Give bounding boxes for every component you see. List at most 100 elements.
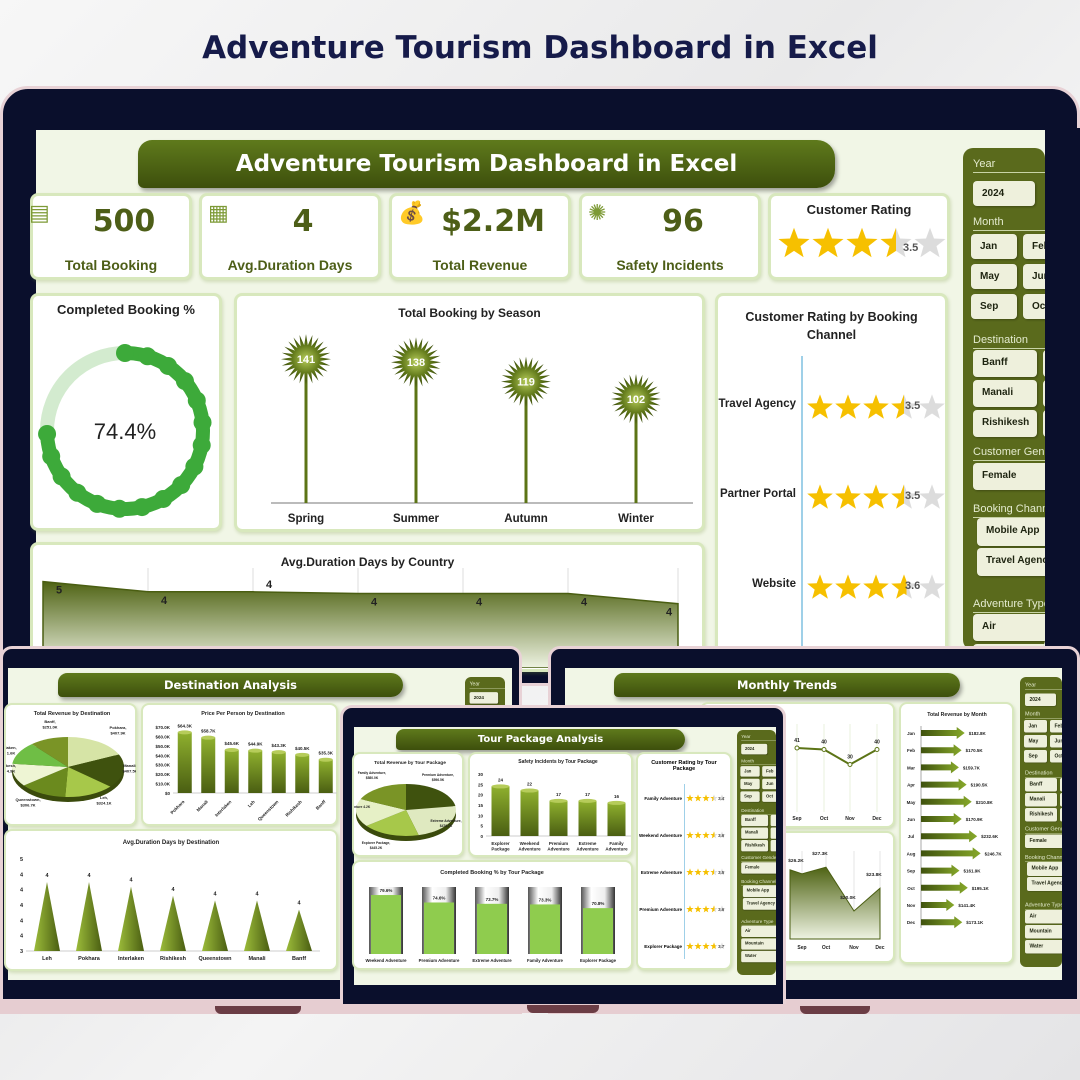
category-label: Sep <box>797 945 806 951</box>
rating-value: 3.6 <box>905 580 921 592</box>
slicer-item-banff[interactable]: Banff <box>973 350 1037 377</box>
slicer-item-mountain[interactable]: Mountain <box>741 938 776 950</box>
donut-value-label: 74.4% <box>94 419 156 444</box>
slicer-item-feb[interactable]: Feb <box>1023 234 1045 259</box>
slicer-item-sep[interactable]: Sep <box>1024 750 1047 763</box>
slicer-item-rishikesh[interactable]: Rishikesh <box>973 410 1037 437</box>
slicer-item-travel-agency[interactable]: Travel Agency <box>977 548 1045 576</box>
arrow-bar <box>921 744 962 757</box>
bar-cap <box>201 735 216 740</box>
data-label: 22 <box>527 782 533 787</box>
data-label: 79.6% <box>380 888 393 893</box>
star-icon <box>710 942 718 950</box>
donut-bead <box>185 457 204 476</box>
slicer-item-mountain[interactable]: Mountain <box>1025 925 1062 939</box>
bar-cap <box>295 752 310 757</box>
category-label: Manali <box>248 956 266 962</box>
slicer-item-manali[interactable]: Manali <box>973 380 1037 407</box>
data-label: 73.3% <box>539 897 552 902</box>
slicer-item-jun[interactable]: Jun <box>762 778 776 790</box>
slicer-item-air[interactable]: Air <box>741 925 776 938</box>
slicer-item-female[interactable]: Female <box>973 463 1045 490</box>
slicer-item-water[interactable]: Water <box>741 950 776 963</box>
data-label: 4 <box>45 873 49 879</box>
slicer-item-may[interactable]: May <box>740 778 760 790</box>
slicer-item-sep[interactable]: Sep <box>971 294 1017 319</box>
slice-label-line: $596.5K <box>432 778 445 782</box>
data-label: $246.7K <box>985 851 1003 856</box>
slicer-item-stub[interactable] <box>770 827 776 839</box>
star-icon <box>710 831 718 839</box>
slicer-item-rishikesh[interactable]: Rishikesh <box>1025 808 1057 822</box>
kpi-label: Total Revenue <box>432 257 528 273</box>
y-tick-label: 15 <box>478 803 484 808</box>
data-label: $20.0K <box>840 895 856 901</box>
star-icon <box>718 942 726 950</box>
slicer-item-female[interactable]: Female <box>741 862 776 874</box>
slicer-item-mobile-app[interactable]: Mobile App <box>742 885 776 898</box>
slice-label: Premium Adventure, $596.5K <box>422 773 454 782</box>
slicer-item-oct[interactable]: Oct <box>1023 294 1045 319</box>
slicer-item-stub[interactable] <box>770 814 776 827</box>
star-icon <box>718 905 726 913</box>
slicer-item-manali[interactable]: Manali <box>1025 793 1057 807</box>
slicer-item-2024[interactable]: 2024 <box>1025 693 1056 706</box>
slicer-item-jun[interactable]: Jun <box>1023 264 1045 289</box>
slicer-item-banff[interactable]: Banff <box>741 814 769 827</box>
slicer-item-feb[interactable]: Feb <box>762 766 776 777</box>
slicer-header: Month <box>973 216 1045 231</box>
slicer-item-jan[interactable]: Jan <box>740 766 760 777</box>
data-label: 4 <box>213 891 217 897</box>
slice-label-line: laken, <box>6 745 17 750</box>
pie-slice <box>356 799 406 826</box>
slicer-item-stub[interactable] <box>770 840 776 852</box>
slicer-item-stub[interactable] <box>1043 350 1045 377</box>
slicer-item-travel-agency[interactable]: Travel Agency <box>1027 877 1062 891</box>
star-icon <box>863 574 889 599</box>
slicer-item-female[interactable]: Female <box>1025 834 1062 848</box>
slice-label-line: 1.6K <box>7 751 16 756</box>
slicer-item-stub[interactable] <box>1060 778 1062 792</box>
slicer-item-water[interactable]: Water <box>1025 940 1062 954</box>
slicer-item-jun[interactable]: Jun <box>1050 735 1062 748</box>
slicer-item-travel-agency[interactable]: Travel Agency <box>742 898 776 910</box>
slicer-item-2024[interactable]: 2024 <box>973 181 1035 206</box>
slicer-item-2024[interactable]: 2024 <box>469 692 499 704</box>
slicer-item-sep[interactable]: Sep <box>740 791 760 802</box>
kpi-value: $2.2M <box>441 204 545 239</box>
category-label: Winter <box>618 513 654 525</box>
bar <box>520 790 539 836</box>
slicer-item-feb[interactable]: Feb <box>1050 720 1062 733</box>
category-label: Dec <box>875 945 884 951</box>
slicer-item-oct[interactable]: Oct <box>1050 750 1062 763</box>
slicer-item-stub[interactable] <box>1060 793 1062 807</box>
slicer-item-mobile-app[interactable]: Mobile App <box>977 518 1045 546</box>
slicer-item-stub[interactable] <box>1043 380 1045 407</box>
category-label: Jul <box>908 834 915 839</box>
category-label: Nov <box>849 945 859 951</box>
slicer-item-jan[interactable]: Jan <box>1024 720 1047 733</box>
slicer-item-manali[interactable]: Manali <box>741 827 769 839</box>
pie-slice <box>406 806 456 836</box>
data-label: $173.1K <box>966 920 984 925</box>
slicer-item-jan[interactable]: Jan <box>971 234 1017 259</box>
slice-label-line: Manali, <box>123 763 136 768</box>
slicer-item-may[interactable]: May <box>971 264 1017 289</box>
rating-axis <box>684 784 685 959</box>
slicer-item-may[interactable]: May <box>1024 735 1047 748</box>
slicer-item-stub[interactable] <box>1043 410 1045 437</box>
star-icon <box>710 794 718 802</box>
star-icon <box>686 942 694 950</box>
slicer-item-2024[interactable]: 2024 <box>741 743 768 755</box>
rating-stars <box>807 484 945 509</box>
slicer-item-air[interactable]: Air <box>973 614 1045 641</box>
chart-title: Avg.Duration Days by Country <box>280 555 455 569</box>
slicer-item-stub[interactable] <box>1060 808 1062 822</box>
slicer-item-oct[interactable]: Oct <box>762 791 776 802</box>
slicer-item-rishikesh[interactable]: Rishikesh <box>741 840 769 852</box>
bar <box>271 752 286 793</box>
bar <box>607 802 626 836</box>
slicer-item-air[interactable]: Air <box>1025 910 1062 924</box>
slicer-item-mobile-app[interactable]: Mobile App <box>1027 862 1062 876</box>
slicer-item-banff[interactable]: Banff <box>1025 778 1057 792</box>
